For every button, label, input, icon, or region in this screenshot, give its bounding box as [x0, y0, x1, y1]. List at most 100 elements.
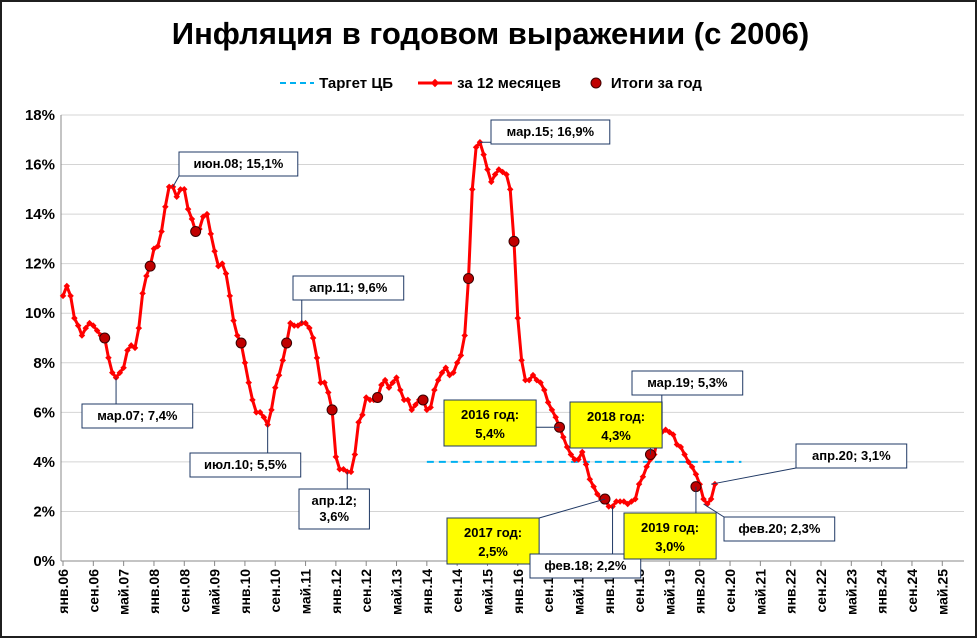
data-point — [253, 409, 260, 416]
data-point — [302, 319, 309, 327]
annotation-callout: апр.11; 9,6% — [292, 275, 405, 324]
data-point — [431, 386, 438, 394]
data-point — [385, 384, 393, 391]
x-tick-label: май.13 — [389, 569, 405, 615]
data-point — [249, 396, 256, 404]
data-point — [707, 495, 715, 503]
callout-box — [189, 452, 302, 478]
data-point — [67, 292, 74, 300]
data-point — [378, 381, 385, 389]
x-tick-label: май.21 — [752, 569, 768, 615]
data-point — [245, 379, 252, 386]
data-point — [469, 186, 476, 193]
annotation-callout: мар.07; 7,4% — [81, 377, 194, 429]
data-point — [230, 317, 237, 324]
data-point — [552, 414, 559, 421]
data-point — [177, 186, 184, 193]
data-point — [82, 324, 89, 332]
x-tick-label: сен.18 — [631, 569, 647, 613]
data-point — [366, 396, 374, 404]
data-point — [582, 461, 590, 468]
callout-box — [446, 517, 540, 565]
x-tick-label: сен.10 — [267, 569, 283, 613]
annotation-callout: мар.15; 16,9% — [479, 119, 611, 145]
callout-text: мар.19; 5,3% — [647, 375, 728, 390]
callout-box — [723, 516, 836, 542]
callout-text: 2019 год: — [641, 520, 699, 535]
callout-box — [490, 119, 611, 145]
x-tick-label: янв.18 — [601, 569, 617, 614]
data-point — [241, 359, 249, 367]
callout-text: фев.18; 2,2% — [544, 558, 627, 573]
data-point — [635, 480, 643, 488]
data-point — [306, 324, 313, 332]
data-point — [438, 369, 446, 376]
callout-leader — [538, 498, 606, 519]
data-point — [643, 463, 650, 471]
data-point — [681, 451, 688, 458]
data-point — [450, 369, 457, 376]
data-point — [90, 322, 97, 329]
y-tick-label: 14% — [25, 206, 55, 223]
callout-box — [298, 488, 370, 530]
data-point — [158, 228, 165, 235]
data-point — [290, 322, 298, 329]
data-point — [143, 272, 150, 280]
annotation-callout: июн.08; 15,1% — [172, 151, 299, 188]
callout-leader — [710, 467, 797, 485]
data-point — [484, 166, 491, 173]
callout-leader — [703, 503, 725, 518]
data-point — [173, 193, 180, 201]
data-point — [93, 327, 101, 334]
y-tick-label: 6% — [33, 404, 55, 421]
legend-item-12m: за 12 месяцев — [417, 75, 561, 92]
callout-box — [631, 370, 744, 396]
data-point — [457, 352, 465, 359]
data-point — [279, 357, 287, 364]
x-tick-label: май.25 — [934, 569, 950, 615]
y-tick-label: 10% — [25, 305, 55, 322]
callout-box — [292, 275, 405, 301]
x-tick-label: сен.06 — [85, 569, 101, 613]
annotation-callout: 2017 год: 2,5% — [446, 498, 606, 565]
callout-box — [623, 512, 717, 560]
data-point — [313, 354, 321, 362]
data-point — [503, 171, 510, 178]
annotation-callout: апр.12;3,6% — [298, 471, 370, 530]
data-point — [453, 359, 461, 367]
data-point — [154, 243, 162, 250]
data-point — [309, 334, 317, 342]
x-tick-label: сен.22 — [813, 569, 829, 613]
callout-text: 5,4% — [475, 426, 505, 441]
x-tick-label: сен.16 — [540, 569, 556, 613]
data-point — [162, 203, 169, 210]
legend-dash-icon — [280, 82, 315, 84]
annual-dot — [417, 394, 429, 406]
data-point — [613, 498, 620, 505]
x-tick-label: сен.08 — [176, 569, 192, 613]
callout-box — [81, 403, 194, 429]
data-point — [488, 178, 495, 186]
callout-text: 4,3% — [601, 428, 631, 443]
y-tick-label: 0% — [33, 553, 55, 570]
callout-box — [529, 553, 642, 579]
callout-text: 2,5% — [478, 544, 508, 559]
data-point — [135, 324, 143, 332]
data-point — [639, 473, 647, 481]
data-point — [480, 151, 487, 158]
y-tick-label: 16% — [25, 157, 55, 174]
callout-text: фев.20; 2,3% — [738, 521, 821, 536]
data-point — [124, 347, 131, 354]
legend-item-target: Таргет ЦБ — [279, 75, 393, 92]
annotation-callout: 2018 год: 4,3% — [569, 401, 663, 455]
legend-label-12m: за 12 месяцев — [457, 74, 561, 92]
callout-box — [178, 151, 299, 177]
data-point — [442, 364, 450, 371]
x-tick-label: янв.24 — [874, 569, 890, 614]
data-point — [260, 414, 268, 421]
callout-text: 3,6% — [319, 509, 349, 524]
callout-text: 2016 год: — [461, 407, 519, 422]
x-tick-label: май.23 — [843, 569, 859, 615]
